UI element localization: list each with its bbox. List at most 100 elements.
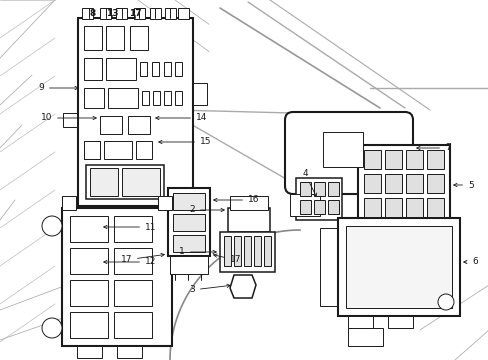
Text: 16: 16: [213, 195, 259, 204]
Bar: [347, 316, 372, 328]
Bar: [384, 150, 401, 169]
Bar: [78, 18, 193, 206]
Text: 9: 9: [38, 84, 78, 93]
Text: 4: 4: [302, 169, 316, 197]
Text: 12: 12: [103, 257, 156, 266]
Bar: [426, 198, 443, 217]
Bar: [116, 8, 127, 19]
Circle shape: [42, 318, 62, 338]
Bar: [384, 174, 401, 193]
Circle shape: [437, 294, 453, 310]
Bar: [130, 26, 148, 50]
Bar: [70, 280, 108, 306]
Bar: [106, 26, 124, 50]
Bar: [152, 62, 159, 76]
Bar: [70, 216, 108, 242]
FancyBboxPatch shape: [285, 112, 412, 194]
Bar: [140, 62, 147, 76]
Text: 6: 6: [463, 257, 477, 266]
Bar: [327, 200, 338, 214]
Bar: [158, 196, 172, 210]
Bar: [70, 312, 108, 338]
Bar: [327, 182, 338, 196]
Bar: [175, 91, 182, 105]
Text: 11: 11: [103, 222, 156, 231]
Bar: [346, 226, 451, 308]
Bar: [136, 141, 152, 159]
Bar: [264, 236, 270, 266]
Bar: [114, 248, 152, 274]
Bar: [244, 236, 250, 266]
Bar: [175, 62, 182, 76]
Bar: [163, 62, 171, 76]
Bar: [90, 168, 118, 196]
Text: 8: 8: [90, 9, 96, 18]
Bar: [122, 168, 160, 196]
Bar: [84, 88, 104, 108]
Bar: [178, 8, 189, 19]
Polygon shape: [347, 328, 382, 346]
Bar: [100, 8, 111, 19]
Text: 14: 14: [155, 113, 207, 122]
Bar: [363, 198, 380, 217]
Bar: [323, 132, 362, 167]
Bar: [405, 150, 422, 169]
Bar: [63, 113, 77, 127]
Bar: [253, 236, 261, 266]
Bar: [227, 208, 269, 232]
Text: 17: 17: [213, 254, 241, 265]
Bar: [299, 200, 310, 214]
Bar: [193, 83, 206, 105]
Bar: [86, 165, 163, 199]
Bar: [84, 141, 100, 159]
Bar: [164, 8, 176, 19]
Bar: [426, 174, 443, 193]
Bar: [70, 248, 108, 274]
Circle shape: [42, 216, 62, 236]
Bar: [313, 200, 325, 214]
Bar: [84, 58, 102, 80]
Bar: [173, 193, 204, 210]
Bar: [142, 91, 149, 105]
Polygon shape: [289, 194, 319, 216]
Bar: [426, 150, 443, 169]
Bar: [299, 182, 310, 196]
Bar: [220, 232, 274, 272]
Bar: [357, 145, 449, 223]
Bar: [62, 196, 76, 210]
Bar: [384, 198, 401, 217]
Bar: [106, 58, 136, 80]
Text: 3: 3: [189, 284, 230, 294]
Bar: [170, 256, 207, 274]
Bar: [108, 88, 138, 108]
Text: 2: 2: [189, 206, 224, 215]
Bar: [84, 141, 100, 159]
Bar: [363, 174, 380, 193]
Bar: [117, 346, 142, 358]
Bar: [150, 8, 161, 19]
Text: 15: 15: [159, 138, 211, 147]
Bar: [224, 236, 230, 266]
Bar: [82, 8, 93, 19]
Text: 1: 1: [179, 248, 216, 256]
Bar: [405, 198, 422, 217]
Bar: [62, 208, 172, 346]
Bar: [128, 116, 150, 134]
Bar: [134, 8, 145, 19]
Bar: [405, 174, 422, 193]
Bar: [234, 236, 241, 266]
Polygon shape: [229, 275, 256, 298]
Bar: [173, 214, 204, 231]
Bar: [337, 218, 459, 316]
Bar: [77, 346, 102, 358]
Text: 5: 5: [453, 180, 473, 189]
Bar: [114, 216, 152, 242]
Bar: [295, 178, 341, 220]
Text: 7: 7: [416, 144, 450, 153]
Bar: [114, 312, 152, 338]
Text: 17: 17: [128, 9, 141, 18]
Bar: [313, 182, 325, 196]
Text: 10: 10: [41, 113, 96, 122]
Polygon shape: [209, 0, 488, 145]
Bar: [168, 188, 209, 256]
